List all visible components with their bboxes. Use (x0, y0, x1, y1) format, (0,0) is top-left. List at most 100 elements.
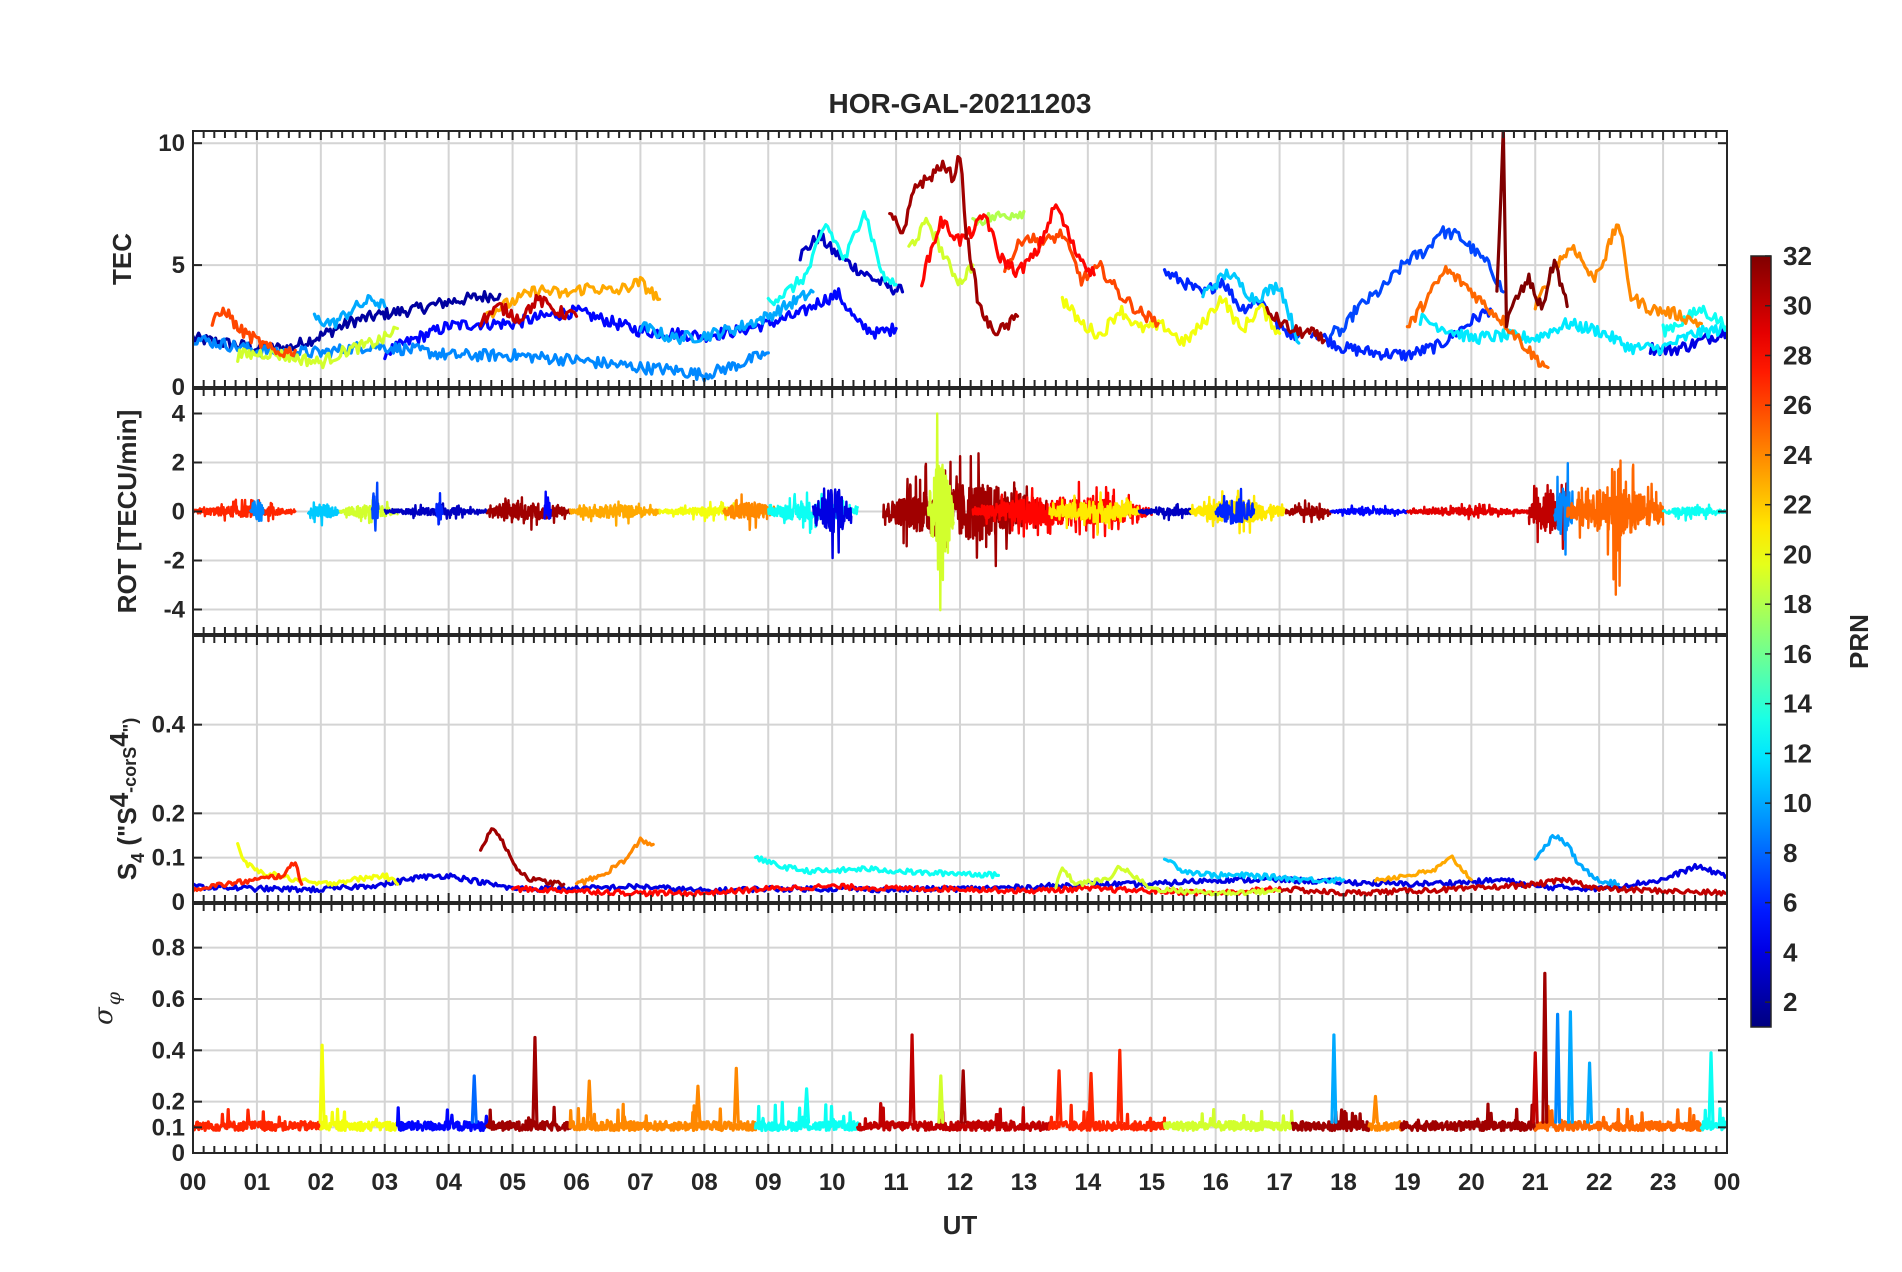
series-prn-19 (907, 216, 975, 287)
rot-series-prn-11 (306, 501, 342, 527)
y-label-part: -corS (120, 747, 140, 793)
y-tick-label: 5 (172, 252, 185, 279)
series-prn-18 (971, 209, 1026, 227)
sigma-series-prn-27 (193, 1108, 323, 1132)
x-tick-label: 15 (1138, 1169, 1165, 1196)
series-prn-11 (1162, 857, 1346, 884)
series-prn-26 (1003, 228, 1160, 328)
sigma-spike-prn-31 (1541, 971, 1549, 1124)
series-prn-11 (1201, 268, 1301, 345)
rot-series-prn-31 (485, 496, 572, 531)
series-prn-13 (766, 210, 898, 307)
series-prn-26 (210, 306, 297, 359)
y-tick-label: 0.4 (152, 712, 186, 739)
x-axis-label: UT (943, 1210, 978, 1240)
colorbar-tick-label: 6 (1783, 888, 1797, 918)
data-rot (193, 412, 1727, 612)
sigma-spike-prn-10 (1566, 1010, 1574, 1124)
series-prn-13 (1661, 304, 1727, 338)
y-tick-label: 0.4 (152, 1037, 186, 1064)
x-tick-label: 09 (755, 1169, 782, 1196)
y-axis-label-tec: TEC (107, 233, 137, 285)
series-prn-25 (1405, 264, 1550, 370)
series-prn-31 (479, 827, 566, 888)
colorbar-tick-label: 24 (1783, 440, 1812, 470)
rot-series-prn-19 (926, 412, 955, 612)
y-tick-label: 0.8 (152, 935, 185, 962)
colorbar-tick-label: 20 (1783, 539, 1812, 569)
rot-series-prn-19 (338, 498, 399, 525)
colorbar-tick-label: 10 (1783, 788, 1812, 818)
rot-series-prn-6 (434, 492, 444, 526)
sigma-spike-prn-13 (1707, 1051, 1715, 1124)
rot-series-prn-6 (1214, 487, 1256, 525)
sigma-spike-prn-24 (694, 1084, 702, 1124)
series-prn-10 (1533, 834, 1620, 888)
sigma-spike-prn-27 (1055, 1069, 1063, 1124)
chart-title: HOR-GAL-20211203 (828, 88, 1091, 119)
sigma-series-prn-24 (1367, 1120, 1403, 1132)
colorbar-tick-label: 14 (1783, 689, 1812, 719)
data-sigma (193, 971, 1727, 1133)
series-prn-6 (1162, 268, 1301, 342)
y-tick-label: 0 (172, 374, 185, 401)
sigma-spike-prn-27 (1087, 1071, 1095, 1124)
series-prn-28 (920, 203, 1096, 288)
x-tick-label: 10 (819, 1169, 846, 1196)
series-prn-24 (574, 836, 655, 886)
colorbar-tick-label: 28 (1783, 340, 1812, 370)
panel-s4: 00.10.20.4S4 ("S4-corS4") (104, 635, 1728, 916)
sigma-series-prn-19 (1162, 1108, 1294, 1133)
colorbar-tick-label: 22 (1783, 490, 1812, 520)
sigma-series-prn-25 (1533, 1104, 1703, 1133)
y-label-part: 4 (128, 853, 148, 863)
y-tick-label: 0 (172, 889, 185, 916)
x-tick-label: 14 (1074, 1169, 1101, 1196)
sigma-spike-prn-27 (1116, 1048, 1124, 1124)
sigma-spike-prn-24 (1371, 1094, 1379, 1124)
ticks-sigma (192, 904, 1728, 1154)
series-prn-19 (236, 325, 400, 370)
rot-series-prn-24 (722, 493, 776, 532)
data-s4 (193, 827, 1727, 898)
sigma-spike-prn-30 (908, 1033, 916, 1124)
x-tick-label: 12 (947, 1169, 974, 1196)
y-tick-label: 2 (172, 450, 185, 477)
sigma-spike-prn-19 (937, 1074, 945, 1124)
series-prn-30 (1278, 876, 1727, 897)
x-tick-label: 20 (1458, 1169, 1485, 1196)
x-tick-label: 13 (1011, 1169, 1038, 1196)
sigma-series-prn-27 (1047, 1103, 1167, 1133)
colorbar-tick-label: 30 (1783, 291, 1812, 321)
y-tick-label: 0.6 (152, 986, 185, 1013)
rot-series-prn-29 (1406, 502, 1531, 521)
sigma-series-prn-31 (1399, 1102, 1537, 1133)
sigma-series-prn-30 (856, 1102, 1052, 1132)
x-tick-label: 18 (1330, 1169, 1357, 1196)
x-tick-label: 00 (1714, 1169, 1741, 1196)
colorbar-tick-label: 8 (1783, 838, 1797, 868)
series-prn-10 (638, 288, 815, 345)
series-prn-6 (1309, 307, 1493, 362)
rot-series-prn-5 (1329, 504, 1409, 517)
sigma-spike-prn-30 (1531, 1051, 1539, 1124)
sigma-series-prn-20 (319, 1107, 400, 1133)
sigma-spike-prn-10 (1330, 1033, 1338, 1124)
rot-series-prn-13 (1661, 503, 1727, 522)
series-prn-13 (753, 855, 1000, 880)
sigma-spike-prn-8 (470, 1074, 478, 1124)
ticks-rot (192, 389, 1728, 634)
sigma-spike-prn-24 (732, 1066, 740, 1124)
x-tick-label: 06 (563, 1169, 590, 1196)
series-prn-12 (1418, 312, 1727, 356)
ticks-s4 (192, 636, 1728, 903)
colorbar-label: PRN (1844, 614, 1874, 669)
y-tick-label: 4 (172, 401, 186, 428)
x-tick-label: 16 (1202, 1169, 1229, 1196)
rot-series-prn-21 (1048, 491, 1141, 536)
rot-series-prn-9 (249, 499, 265, 523)
y-label-part: σ (89, 1006, 119, 1025)
rot-series-prn-4 (811, 487, 853, 560)
